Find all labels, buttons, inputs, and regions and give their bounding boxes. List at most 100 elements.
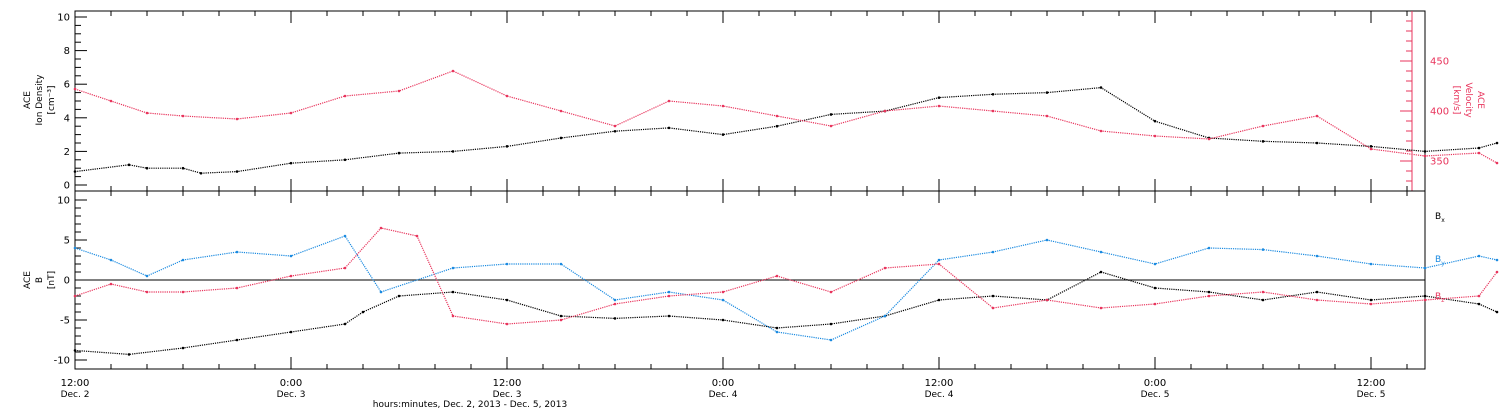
- b-label-line3: [nT]: [47, 271, 57, 289]
- point-density: [289, 161, 293, 165]
- point-bz: [145, 290, 149, 294]
- point-velocity: [1045, 114, 1049, 118]
- b-axis-ticks: -10 -5 0 5 10: [54, 196, 1425, 367]
- point-bx: [451, 290, 455, 294]
- point-by: [505, 262, 509, 266]
- point-density: [991, 92, 995, 96]
- series-density: [74, 86, 1498, 174]
- date-tick-label: Dec. 4: [709, 390, 738, 400]
- point-density: [343, 158, 347, 162]
- point-density: [1369, 145, 1373, 148]
- b-label-line2: B: [35, 277, 45, 283]
- point-bz: [1153, 302, 1157, 306]
- point-bx: [1153, 286, 1157, 290]
- point-bz: [1495, 270, 1499, 274]
- point-velocity: [829, 124, 833, 128]
- point-density: [1261, 140, 1265, 143]
- series-bz: [74, 227, 1498, 325]
- point-by: [109, 258, 113, 262]
- point-density: [199, 171, 203, 175]
- b-tick-label: 5: [64, 236, 70, 247]
- point-velocity: [559, 109, 563, 113]
- point-bz: [343, 266, 347, 270]
- date-tick-label: Dec. 4: [925, 390, 954, 400]
- point-bx: [73, 349, 77, 352]
- point-bz: [451, 314, 455, 318]
- point-bx: [721, 318, 725, 322]
- point-velocity: [1207, 137, 1211, 141]
- density-tick-label: 0: [64, 181, 70, 192]
- point-bz: [379, 226, 383, 230]
- point-velocity: [1423, 154, 1427, 158]
- point-density: [613, 129, 617, 133]
- point-density: [127, 163, 131, 167]
- point-velocity: [667, 99, 671, 103]
- time-axis-title: hours:minutes, Dec. 2, 2013 - Dec. 5, 20…: [373, 400, 567, 410]
- point-velocity: [991, 109, 995, 113]
- point-bx: [559, 314, 563, 318]
- point-by: [613, 298, 617, 302]
- point-bx: [991, 294, 995, 298]
- point-by: [1369, 262, 1373, 266]
- time-tick-label: 0:00: [712, 378, 734, 389]
- point-by: [343, 234, 347, 238]
- point-bx: [1423, 294, 1427, 298]
- point-density: [1477, 146, 1481, 150]
- time-tick-label: 0:00: [1144, 378, 1166, 389]
- point-velocity: [1477, 151, 1481, 155]
- point-velocity: [1495, 161, 1499, 165]
- point-by: [1423, 266, 1427, 270]
- magnetic-field-panel: -10 -5 0 5 10 ACE B [nT] Bx By Bz: [23, 190, 1499, 370]
- series-by: [74, 235, 1498, 341]
- point-velocity: [1261, 124, 1265, 128]
- date-tick-label: Dec. 3: [277, 390, 306, 400]
- b-tick-label: -10: [54, 356, 70, 367]
- point-by: [991, 250, 995, 254]
- point-bx: [667, 314, 671, 318]
- velocity-axis-ticks: 350 400 450: [1400, 11, 1449, 191]
- velocity-label-line2: Velocity: [1463, 82, 1473, 118]
- point-by: [451, 266, 455, 270]
- density-velocity-panel: 0 2 4 6 8 10 350 400 450 ACE Ion Density [cm⁻³]…: [23, 10, 1499, 192]
- point-bx: [1207, 290, 1211, 294]
- point-velocity: [721, 104, 725, 108]
- point-by: [1153, 262, 1157, 266]
- point-bz: [775, 274, 779, 278]
- point-bx: [343, 322, 347, 326]
- point-velocity: [1153, 134, 1157, 138]
- point-by: [289, 254, 293, 258]
- point-velocity: [181, 114, 185, 118]
- point-bz: [1099, 306, 1103, 310]
- velocity-tick-label: 400: [1430, 107, 1449, 118]
- point-by: [1495, 258, 1499, 262]
- point-density: [181, 166, 185, 170]
- point-bz: [505, 322, 509, 326]
- point-bx: [235, 338, 239, 342]
- point-velocity: [451, 69, 455, 73]
- density-axis-ticks: 0 2 4 6 8 10: [57, 13, 87, 192]
- density-tick-label: 2: [64, 147, 70, 158]
- point-by: [235, 250, 239, 254]
- point-bz: [613, 302, 617, 306]
- point-by: [937, 258, 941, 262]
- point-bx: [829, 322, 833, 326]
- point-density: [1153, 119, 1157, 123]
- legend-bz: Bz: [1435, 292, 1444, 304]
- point-bx: [1477, 302, 1481, 306]
- density-tick-label: 10: [57, 13, 70, 24]
- date-tick-label: Dec. 2: [61, 390, 90, 400]
- point-bz: [415, 234, 419, 238]
- point-by: [181, 258, 185, 262]
- b-tick-label: 0: [64, 276, 70, 287]
- point-density: [235, 170, 239, 173]
- point-density: [1315, 141, 1319, 145]
- point-by: [883, 314, 887, 318]
- point-density: [937, 96, 941, 99]
- point-bz: [721, 290, 725, 294]
- point-density: [1045, 91, 1049, 94]
- series-bx: [74, 271, 1498, 356]
- time-tick-label: 12:00: [925, 378, 954, 389]
- point-by: [775, 330, 779, 334]
- point-velocity: [73, 87, 77, 91]
